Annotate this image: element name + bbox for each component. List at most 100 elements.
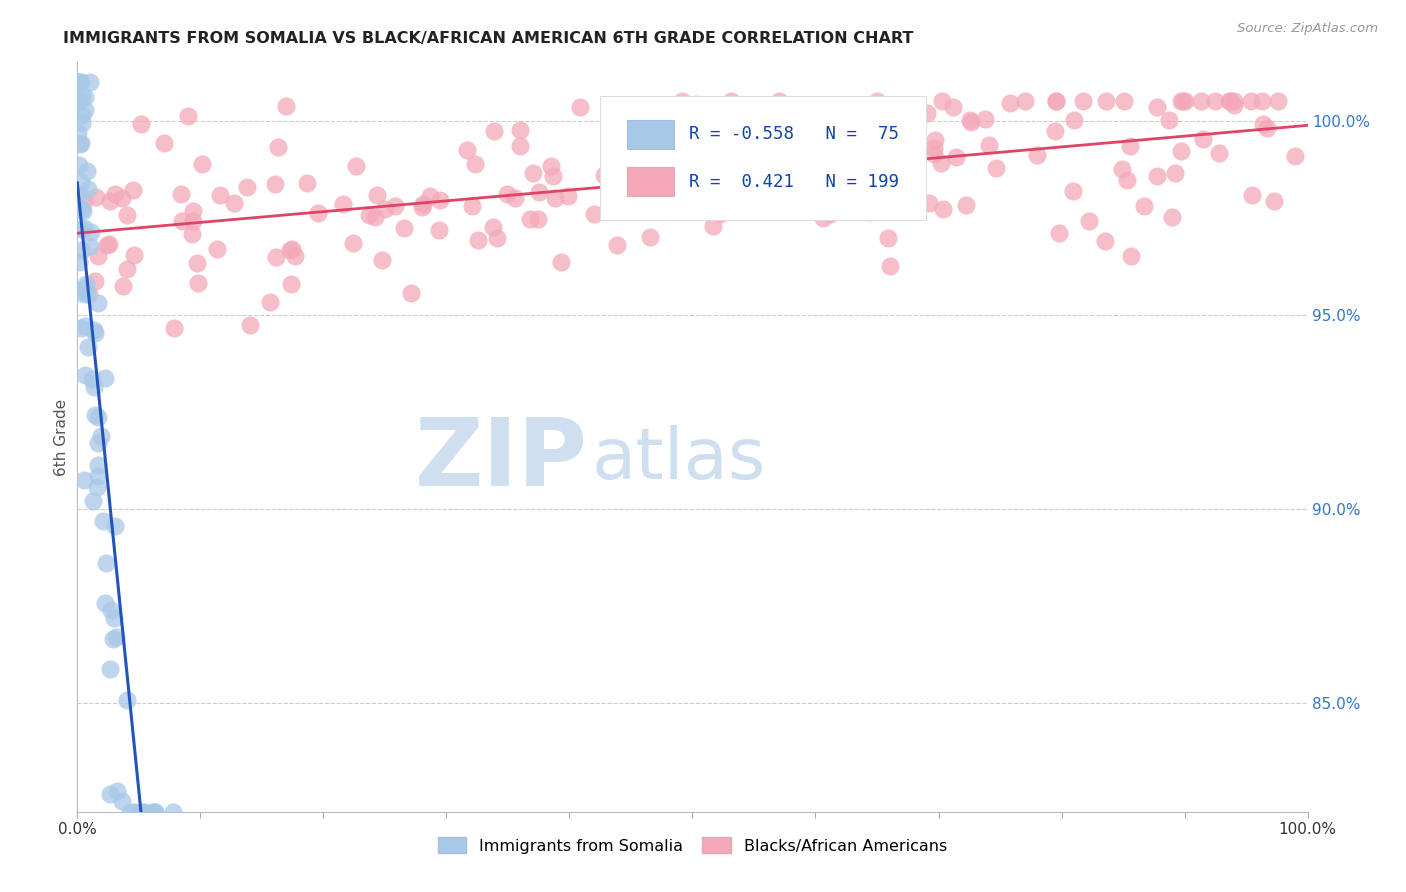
Point [280, 243, 302, 257]
Point [186, 256, 208, 270]
Point [96, 556, 118, 570]
Point [83, 409, 105, 423]
Point [787, 147, 810, 161]
Point [1111, 162, 1133, 177]
Point [67, 75, 90, 89]
Point [69, 136, 91, 151]
Point [72, 244, 94, 258]
Point [117, 261, 139, 276]
Point [1114, 95, 1136, 109]
Point [717, 141, 740, 155]
Point [80, 225, 103, 239]
Point [83, 380, 105, 394]
Point [429, 193, 451, 207]
Text: ZIP: ZIP [415, 414, 588, 506]
Point [848, 126, 870, 140]
Point [464, 156, 486, 170]
Point [638, 229, 661, 244]
Point [1146, 169, 1168, 184]
Point [399, 285, 422, 300]
Point [860, 140, 883, 154]
Point [73, 281, 96, 295]
Point [83, 322, 105, 336]
Point [977, 138, 1000, 153]
Point [1043, 124, 1066, 138]
Point [267, 139, 290, 153]
Point [509, 139, 531, 153]
Point [1208, 145, 1230, 160]
Point [593, 169, 616, 183]
Point [122, 248, 145, 262]
Point [685, 186, 707, 200]
Point [731, 180, 754, 194]
Point [917, 196, 939, 211]
Point [1157, 113, 1180, 128]
Point [917, 105, 939, 120]
Point [264, 250, 287, 264]
Point [725, 97, 748, 112]
Point [648, 173, 671, 187]
Point [1164, 165, 1187, 179]
Point [741, 167, 763, 181]
Point [91, 514, 114, 528]
Point [929, 155, 952, 169]
Point [1045, 95, 1067, 109]
Point [86, 296, 108, 310]
Point [307, 206, 329, 220]
Point [100, 787, 122, 801]
Point [751, 204, 773, 219]
FancyBboxPatch shape [627, 120, 673, 149]
Point [932, 202, 955, 216]
Point [856, 169, 879, 183]
Point [959, 112, 981, 127]
Text: IMMIGRANTS FROM SOMALIA VS BLACK/AFRICAN AMERICAN 6TH GRADE CORRELATION CHART: IMMIGRANTS FROM SOMALIA VS BLACK/AFRICAN… [63, 31, 914, 46]
Point [427, 223, 450, 237]
Point [922, 141, 945, 155]
Point [527, 212, 550, 227]
Point [84, 275, 107, 289]
Point [97, 237, 120, 252]
Point [793, 136, 815, 150]
Point [1174, 95, 1197, 109]
Point [765, 152, 787, 166]
Point [650, 202, 672, 217]
Point [1071, 95, 1094, 109]
Point [1240, 95, 1263, 109]
Point [75, 90, 97, 104]
Text: Source: ZipAtlas.com: Source: ZipAtlas.com [1237, 22, 1378, 36]
Point [955, 198, 977, 212]
Point [105, 630, 128, 644]
Point [73, 473, 96, 487]
Point [122, 183, 145, 197]
Point [550, 254, 572, 268]
Point [180, 227, 202, 241]
Point [105, 784, 128, 798]
Point [1267, 95, 1289, 109]
Point [281, 242, 304, 256]
Point [209, 188, 232, 202]
Point [104, 518, 127, 533]
Point [858, 204, 880, 219]
Point [67, 157, 90, 171]
Point [98, 194, 121, 209]
Point [856, 152, 879, 166]
Point [132, 805, 155, 819]
Point [153, 136, 176, 150]
Text: R = -0.558   N =  75: R = -0.558 N = 75 [689, 126, 898, 144]
Point [364, 210, 387, 224]
Point [366, 188, 388, 202]
Point [87, 436, 110, 450]
Point [818, 207, 841, 221]
Point [883, 114, 905, 128]
Point [1218, 95, 1240, 109]
Point [606, 238, 628, 252]
Point [82, 372, 104, 386]
Point [931, 95, 953, 109]
Point [519, 211, 541, 226]
Point [866, 95, 889, 109]
Point [115, 693, 138, 707]
Point [922, 146, 945, 161]
Point [86, 190, 108, 204]
Point [122, 805, 145, 819]
Point [86, 469, 108, 483]
